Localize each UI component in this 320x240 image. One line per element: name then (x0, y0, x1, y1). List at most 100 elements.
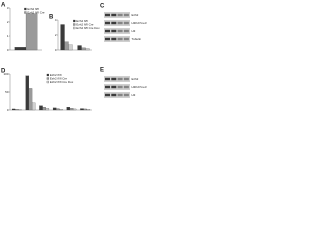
bar (81, 47, 86, 51)
bar (80, 108, 84, 111)
blot-band (117, 77, 123, 81)
bar (39, 105, 43, 111)
bar (68, 44, 73, 51)
blot-band (105, 77, 110, 81)
bar (25, 75, 30, 111)
blot-strip (104, 92, 130, 98)
blot-strip (104, 20, 130, 26)
y-tick-label: 0 (7, 48, 9, 52)
blot-band (111, 37, 117, 41)
blot-row-label: Tubulin (132, 37, 142, 41)
blot-band (105, 29, 110, 33)
blot-row-label: H3 (132, 93, 136, 97)
bar (64, 41, 69, 51)
y-tick-label: 2 (55, 33, 57, 37)
blot-band (105, 13, 110, 17)
legend-label: Ezh2 fl/fl Cre Dox (76, 26, 100, 30)
bar (25, 13, 38, 51)
legend-swatch (73, 26, 76, 30)
blot-band (105, 93, 110, 97)
panel-label: A (1, 3, 6, 9)
blot-strip (104, 36, 130, 42)
legend-swatch (24, 11, 27, 14)
blot-band (111, 29, 117, 33)
bar (72, 108, 77, 111)
bar (14, 47, 27, 51)
y-tick-label: 1 (7, 34, 9, 38)
legend-swatch (24, 7, 27, 11)
bar (85, 48, 90, 51)
blot-band (111, 13, 117, 17)
blot-band (123, 29, 129, 33)
legend-label: Ezh2 fl/fl (27, 7, 39, 11)
blot-band (105, 85, 110, 89)
blot-row-label: H3 (132, 29, 136, 33)
bar (86, 109, 91, 111)
blot-band (117, 13, 123, 17)
panel-label: B (49, 15, 54, 21)
blot-row-label: H3K27me3 (132, 21, 147, 25)
blot-band (105, 37, 110, 41)
bar (52, 107, 57, 111)
panel-label: C (100, 4, 105, 10)
blot-band (117, 85, 123, 89)
blot-band (117, 21, 123, 25)
bar (56, 108, 60, 111)
page: A 0 1 2 3 Ezh2 fl/fl Ezh2 fl/fl Cre B 0 2 4 Ezh2 fl… (1, 2, 147, 112)
legend-swatch (46, 80, 50, 84)
y-tick-label: 3 (7, 6, 9, 10)
bar (66, 107, 71, 111)
legend-swatch (73, 19, 76, 23)
legend-label: Ezh2 fl/fl Cre (27, 10, 45, 14)
bar (59, 109, 63, 111)
blot-row-label: Ezh2 (132, 77, 139, 81)
legend-swatch (46, 77, 50, 80)
blot-row-label: Ezh2 (132, 13, 139, 17)
bar (83, 108, 87, 111)
legend-swatch (73, 23, 76, 26)
bar (28, 88, 33, 111)
legend-label: Ezh2 fl/fl Cre (76, 22, 94, 26)
blot-band (123, 93, 129, 97)
bar (15, 109, 19, 111)
blot-band (123, 85, 129, 89)
bar (42, 107, 46, 111)
blot-band (123, 37, 129, 41)
y-tick-label: 2 (7, 20, 9, 24)
blot-row-label: H3K27me3 (132, 85, 147, 89)
blot-band (123, 21, 129, 25)
panel-label: D (1, 69, 6, 75)
blot-strip (104, 76, 130, 82)
blot-strip (104, 12, 130, 18)
blot-band (105, 21, 110, 25)
bar (77, 45, 82, 51)
y-tick-label: 0 (7, 108, 9, 112)
blot-band (123, 77, 129, 81)
blot-strip (104, 28, 130, 34)
y-tick-label: 50 (5, 90, 9, 94)
y-tick-label: 4 (55, 18, 57, 22)
blot-band (111, 21, 117, 25)
blot-strip (104, 84, 130, 90)
blot-band (111, 77, 117, 81)
blot-band (117, 37, 123, 41)
legend-label: Ezh2 fl/fl (76, 19, 88, 23)
blot-band (117, 93, 123, 97)
legend-label: Ezh2 fl/fl (50, 73, 62, 77)
panel-label: E (100, 68, 104, 74)
blot-band (111, 85, 117, 89)
bar (11, 108, 16, 111)
blot-band (111, 93, 117, 97)
bar (60, 24, 65, 51)
legend-label: Ezh2 fl/fl Cre Dox (50, 80, 74, 84)
legend-swatch (46, 73, 50, 77)
bar (31, 102, 36, 111)
bar (45, 108, 50, 111)
legend-label: Ezh2 fl/fl Cre (50, 76, 68, 80)
blot-band (117, 29, 123, 33)
bar (69, 108, 74, 111)
blot-band (123, 13, 129, 17)
y-tick-label: 0 (55, 48, 57, 52)
y-tick-label: 100 (3, 72, 8, 76)
